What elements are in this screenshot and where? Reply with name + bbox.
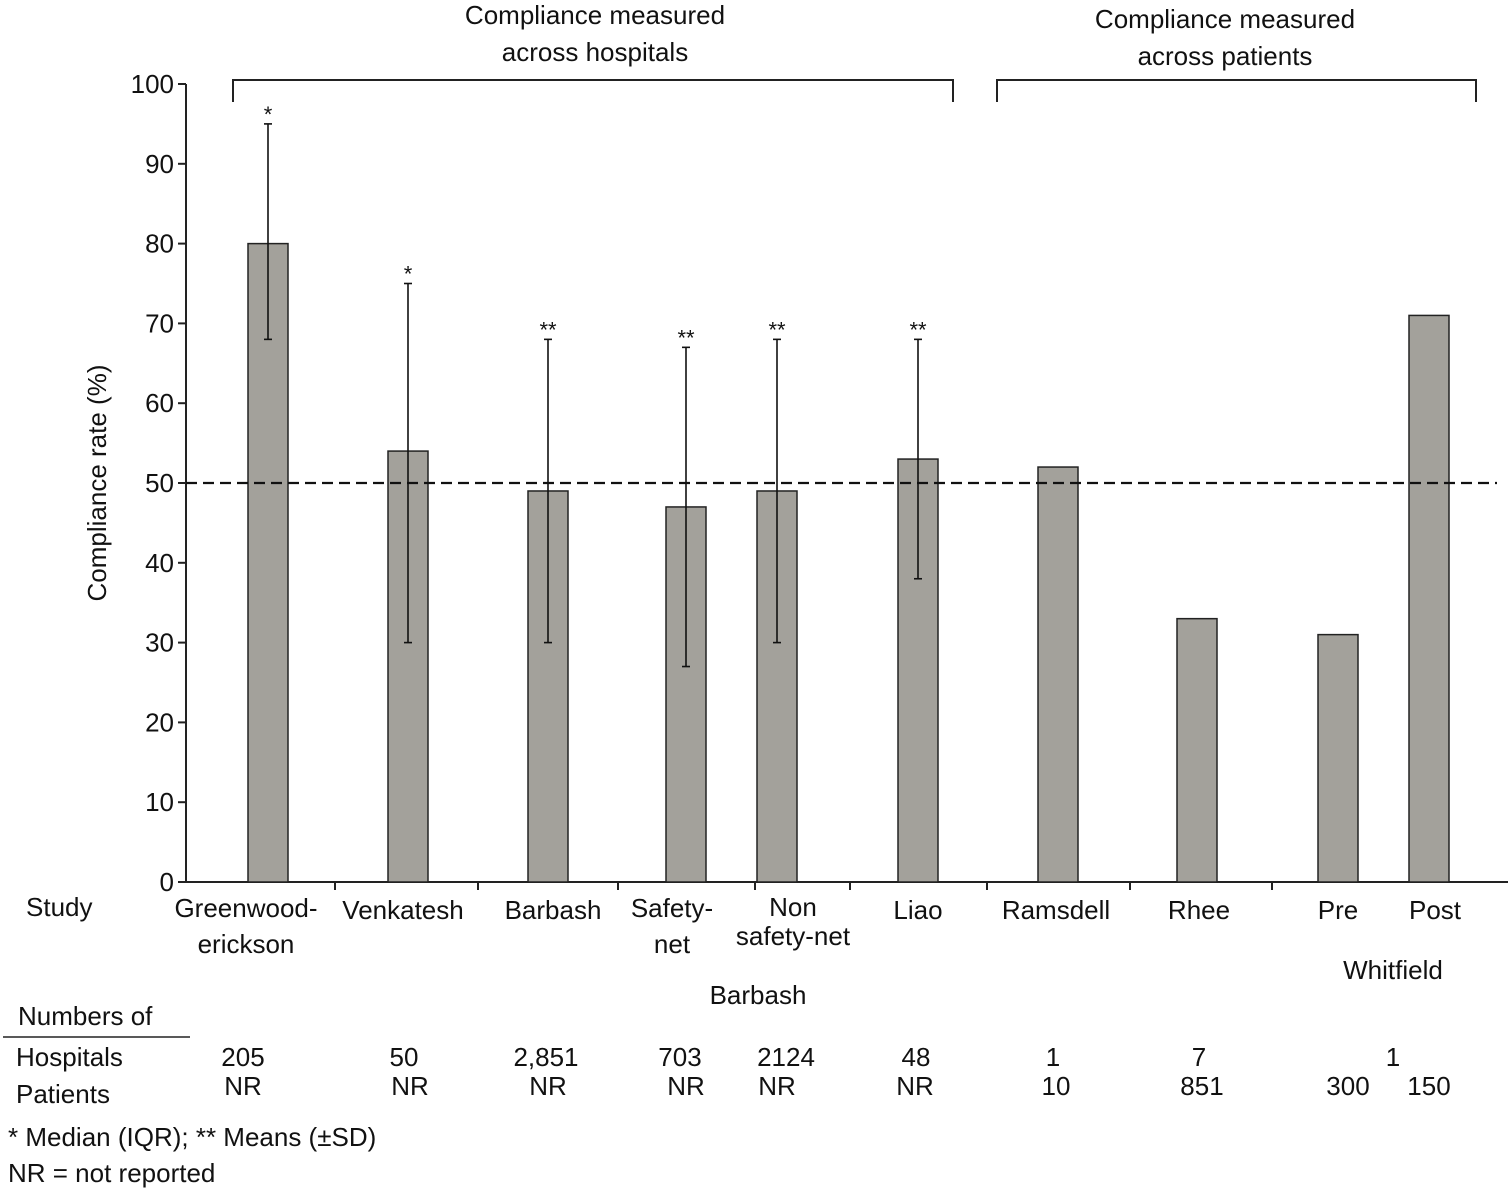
y-tick-label: 40 <box>145 548 174 578</box>
y-tick-label: 30 <box>145 628 174 658</box>
hospitals-value: 205 <box>221 1042 264 1072</box>
x-tick-label: safety-net <box>736 921 851 951</box>
patients-row-label: Patients <box>16 1079 110 1109</box>
x-tick-label: Venkatesh <box>342 895 463 925</box>
patients-value: NR <box>667 1071 705 1101</box>
y-tick-label: 0 <box>160 867 174 897</box>
y-tick-label: 100 <box>131 69 174 99</box>
group-title-patients-line1: Compliance measured <box>1095 4 1355 34</box>
hospitals-value: 1 <box>1046 1042 1060 1072</box>
marker-label: * <box>264 102 273 127</box>
x-tick-label: Barbash <box>505 895 602 925</box>
whitfield-group-label: Whitfield <box>1343 955 1443 985</box>
x-tick-label: Pre <box>1318 895 1358 925</box>
patients-value: NR <box>224 1071 262 1101</box>
y-axis-label: Compliance rate (%) <box>82 365 112 602</box>
marker-label: ** <box>909 317 927 342</box>
footnote-1: * Median (IQR); ** Means (±SD) <box>8 1122 376 1152</box>
footnote-2: NR = not reported <box>8 1158 215 1188</box>
x-tick-label: Post <box>1409 895 1462 925</box>
marker-label: ** <box>768 317 786 342</box>
marker-label: ** <box>539 317 557 342</box>
group-title-hospitals-line1: Compliance measured <box>465 0 725 30</box>
x-tick-labels: Greenwood-erickson Venkatesh Barbash Safety… <box>174 892 1461 959</box>
group-bracket-patients <box>996 79 1477 102</box>
hospitals-value: 2,851 <box>513 1042 578 1072</box>
y-tick-label: 70 <box>145 308 174 338</box>
significance-markers: **** ** ** ** <box>264 102 927 350</box>
group-headers: Compliance measured across hospitals Com… <box>232 0 1477 102</box>
x-tick-label: Ramsdell <box>1002 895 1110 925</box>
hospitals-value: 2124 <box>757 1042 815 1072</box>
patients-value: 300 <box>1326 1071 1369 1101</box>
patients-value: 851 <box>1180 1071 1223 1101</box>
table-header: Numbers of <box>18 1001 153 1031</box>
hospitals-value: 48 <box>902 1042 931 1072</box>
hospitals-value: 1 <box>1386 1042 1400 1072</box>
x-tick-label: Non <box>769 892 817 922</box>
y-tick-label: 20 <box>145 707 174 737</box>
x-tick-label: erickson <box>198 929 295 959</box>
y-tick-label: 50 <box>145 468 174 498</box>
x-tick-label: Rhee <box>1168 895 1230 925</box>
group-title-patients-line2: across patients <box>1138 41 1313 71</box>
marker-label: * <box>404 262 413 287</box>
bar-pre <box>1317 633 1359 883</box>
x-tick-label: Liao <box>893 895 942 925</box>
patients-value: 10 <box>1042 1071 1071 1101</box>
patients-value: NR <box>758 1071 796 1101</box>
bar-rhee <box>1176 617 1218 883</box>
group-bracket-hospitals <box>232 79 954 102</box>
y-tick-label: 80 <box>145 229 174 259</box>
hospitals-row-label: Hospitals <box>16 1042 123 1072</box>
y-tick-label: 60 <box>145 388 174 418</box>
bar-post <box>1408 314 1450 883</box>
error-bars <box>264 123 922 668</box>
patients-value: NR <box>896 1071 934 1101</box>
bars <box>247 242 1450 883</box>
marker-label: ** <box>677 325 695 350</box>
hospitals-value: 7 <box>1192 1042 1206 1072</box>
bar-ramsdell <box>1037 466 1079 883</box>
study-label: Study <box>26 892 93 922</box>
x-tick-label: Greenwood- <box>174 893 317 923</box>
y-tick-label: 90 <box>145 149 174 179</box>
hospitals-value: 703 <box>658 1042 701 1072</box>
barbash-group-label: Barbash <box>710 980 807 1010</box>
x-tick-label: Safety- <box>631 893 713 923</box>
x-tick-label: net <box>654 929 691 959</box>
patients-value: NR <box>391 1071 429 1101</box>
y-tick-label: 10 <box>145 787 174 817</box>
patients-value: 150 <box>1407 1071 1450 1101</box>
group-title-hospitals-line2: across hospitals <box>502 37 688 67</box>
patients-value: NR <box>529 1071 567 1101</box>
hospitals-value: 50 <box>390 1042 419 1072</box>
table-values: 205 50 2,851 703 2124 48 1 7 1 NR NR NR NR NR NR 10 851 3… <box>221 1042 1450 1101</box>
bar-greenwood-erickson <box>247 242 289 883</box>
